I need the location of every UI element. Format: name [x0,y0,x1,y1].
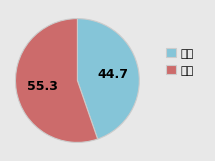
Wedge shape [77,19,139,139]
Text: 44.7: 44.7 [97,68,128,81]
Text: 55.3: 55.3 [26,80,57,93]
Wedge shape [15,19,98,142]
Legend: 남성, 여성: 남성, 여성 [163,46,196,78]
